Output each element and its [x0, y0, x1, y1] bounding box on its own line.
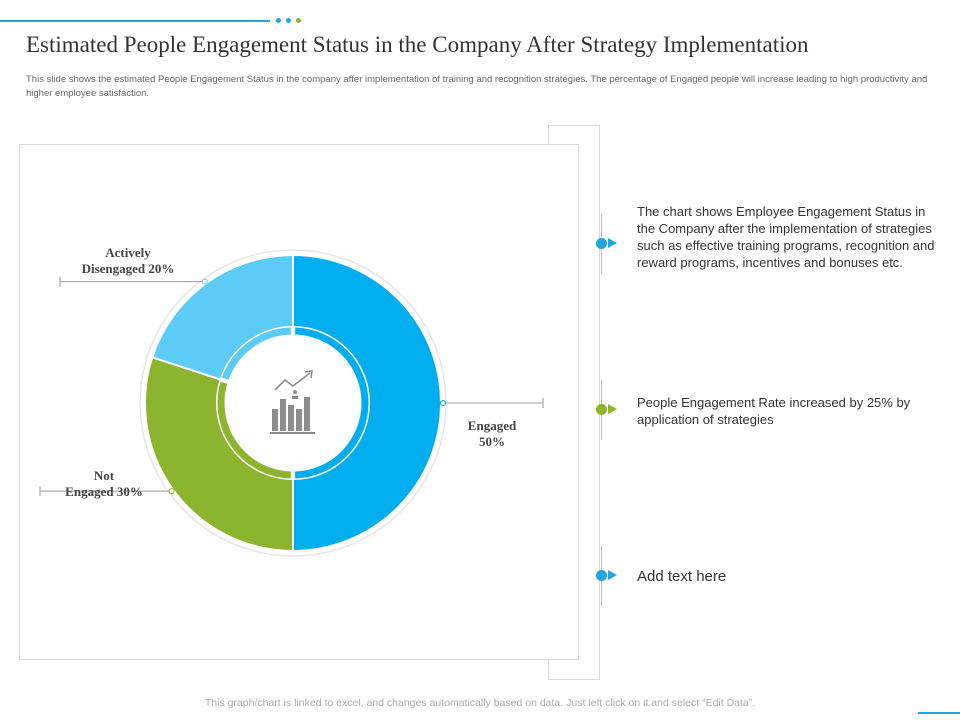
leader-dot-actively-disengaged	[201, 278, 208, 285]
info-text-1: The chart shows Employee Engagement Stat…	[637, 204, 935, 270]
slice-not-engaged	[144, 356, 294, 553]
page-subtitle: This slide shows the estimated People En…	[26, 74, 928, 99]
inner-ring-not-engaged	[217, 381, 291, 479]
arrow-right-icon	[608, 238, 617, 248]
header-dot	[296, 18, 301, 23]
info-marker	[595, 214, 625, 274]
slice-engaged	[292, 253, 442, 553]
info-marker	[595, 380, 625, 440]
info-text-2: People Engagement Rate increased by 25% …	[637, 395, 911, 427]
callout-line: Not	[93, 468, 115, 483]
info-text-3: Add text here	[637, 568, 727, 585]
callout-engaged: Engaged 50%	[452, 418, 532, 450]
bullet-dot-icon	[596, 570, 607, 581]
leader-dot-engaged	[440, 400, 446, 406]
bullet-dot-icon	[596, 238, 607, 249]
footer-accent-line	[918, 712, 960, 714]
header-accent-line	[0, 20, 270, 22]
info-bracket	[548, 125, 600, 680]
slice-actively-disengaged	[150, 253, 294, 381]
bullet-dot-icon	[596, 404, 607, 415]
chart-center-disc	[228, 338, 358, 468]
header-dots	[276, 18, 301, 23]
donut-chart	[39, 249, 544, 557]
callout-line: Disengaged 20%	[81, 261, 175, 276]
callout-line: Engaged 30%	[65, 484, 143, 499]
arrow-right-icon	[608, 570, 617, 580]
callout-line: Actively	[105, 245, 151, 260]
inner-ring-actively-disengaged	[221, 327, 292, 380]
page-title: Estimated People Engagement Status in th…	[26, 32, 809, 57]
header-dot	[286, 18, 291, 23]
leader-dot-not-engaged	[168, 488, 175, 495]
callout-not-engaged: Not Engaged 30%	[44, 468, 164, 500]
callout-line: 50%	[479, 434, 505, 449]
inner-ring-engaged	[295, 327, 369, 479]
header-dot	[276, 18, 281, 23]
arrow-right-icon	[608, 404, 617, 414]
callout-actively-disengaged: Actively Disengaged 20%	[68, 245, 188, 277]
callout-line: Engaged	[467, 418, 517, 433]
footer-note: This graph/chart is linked to excel, and…	[204, 697, 756, 709]
info-marker	[595, 546, 625, 606]
bar-chart-growth-icon	[270, 370, 315, 434]
chart-container: Actively Disengaged 20% Not Engaged 30% …	[19, 144, 579, 660]
